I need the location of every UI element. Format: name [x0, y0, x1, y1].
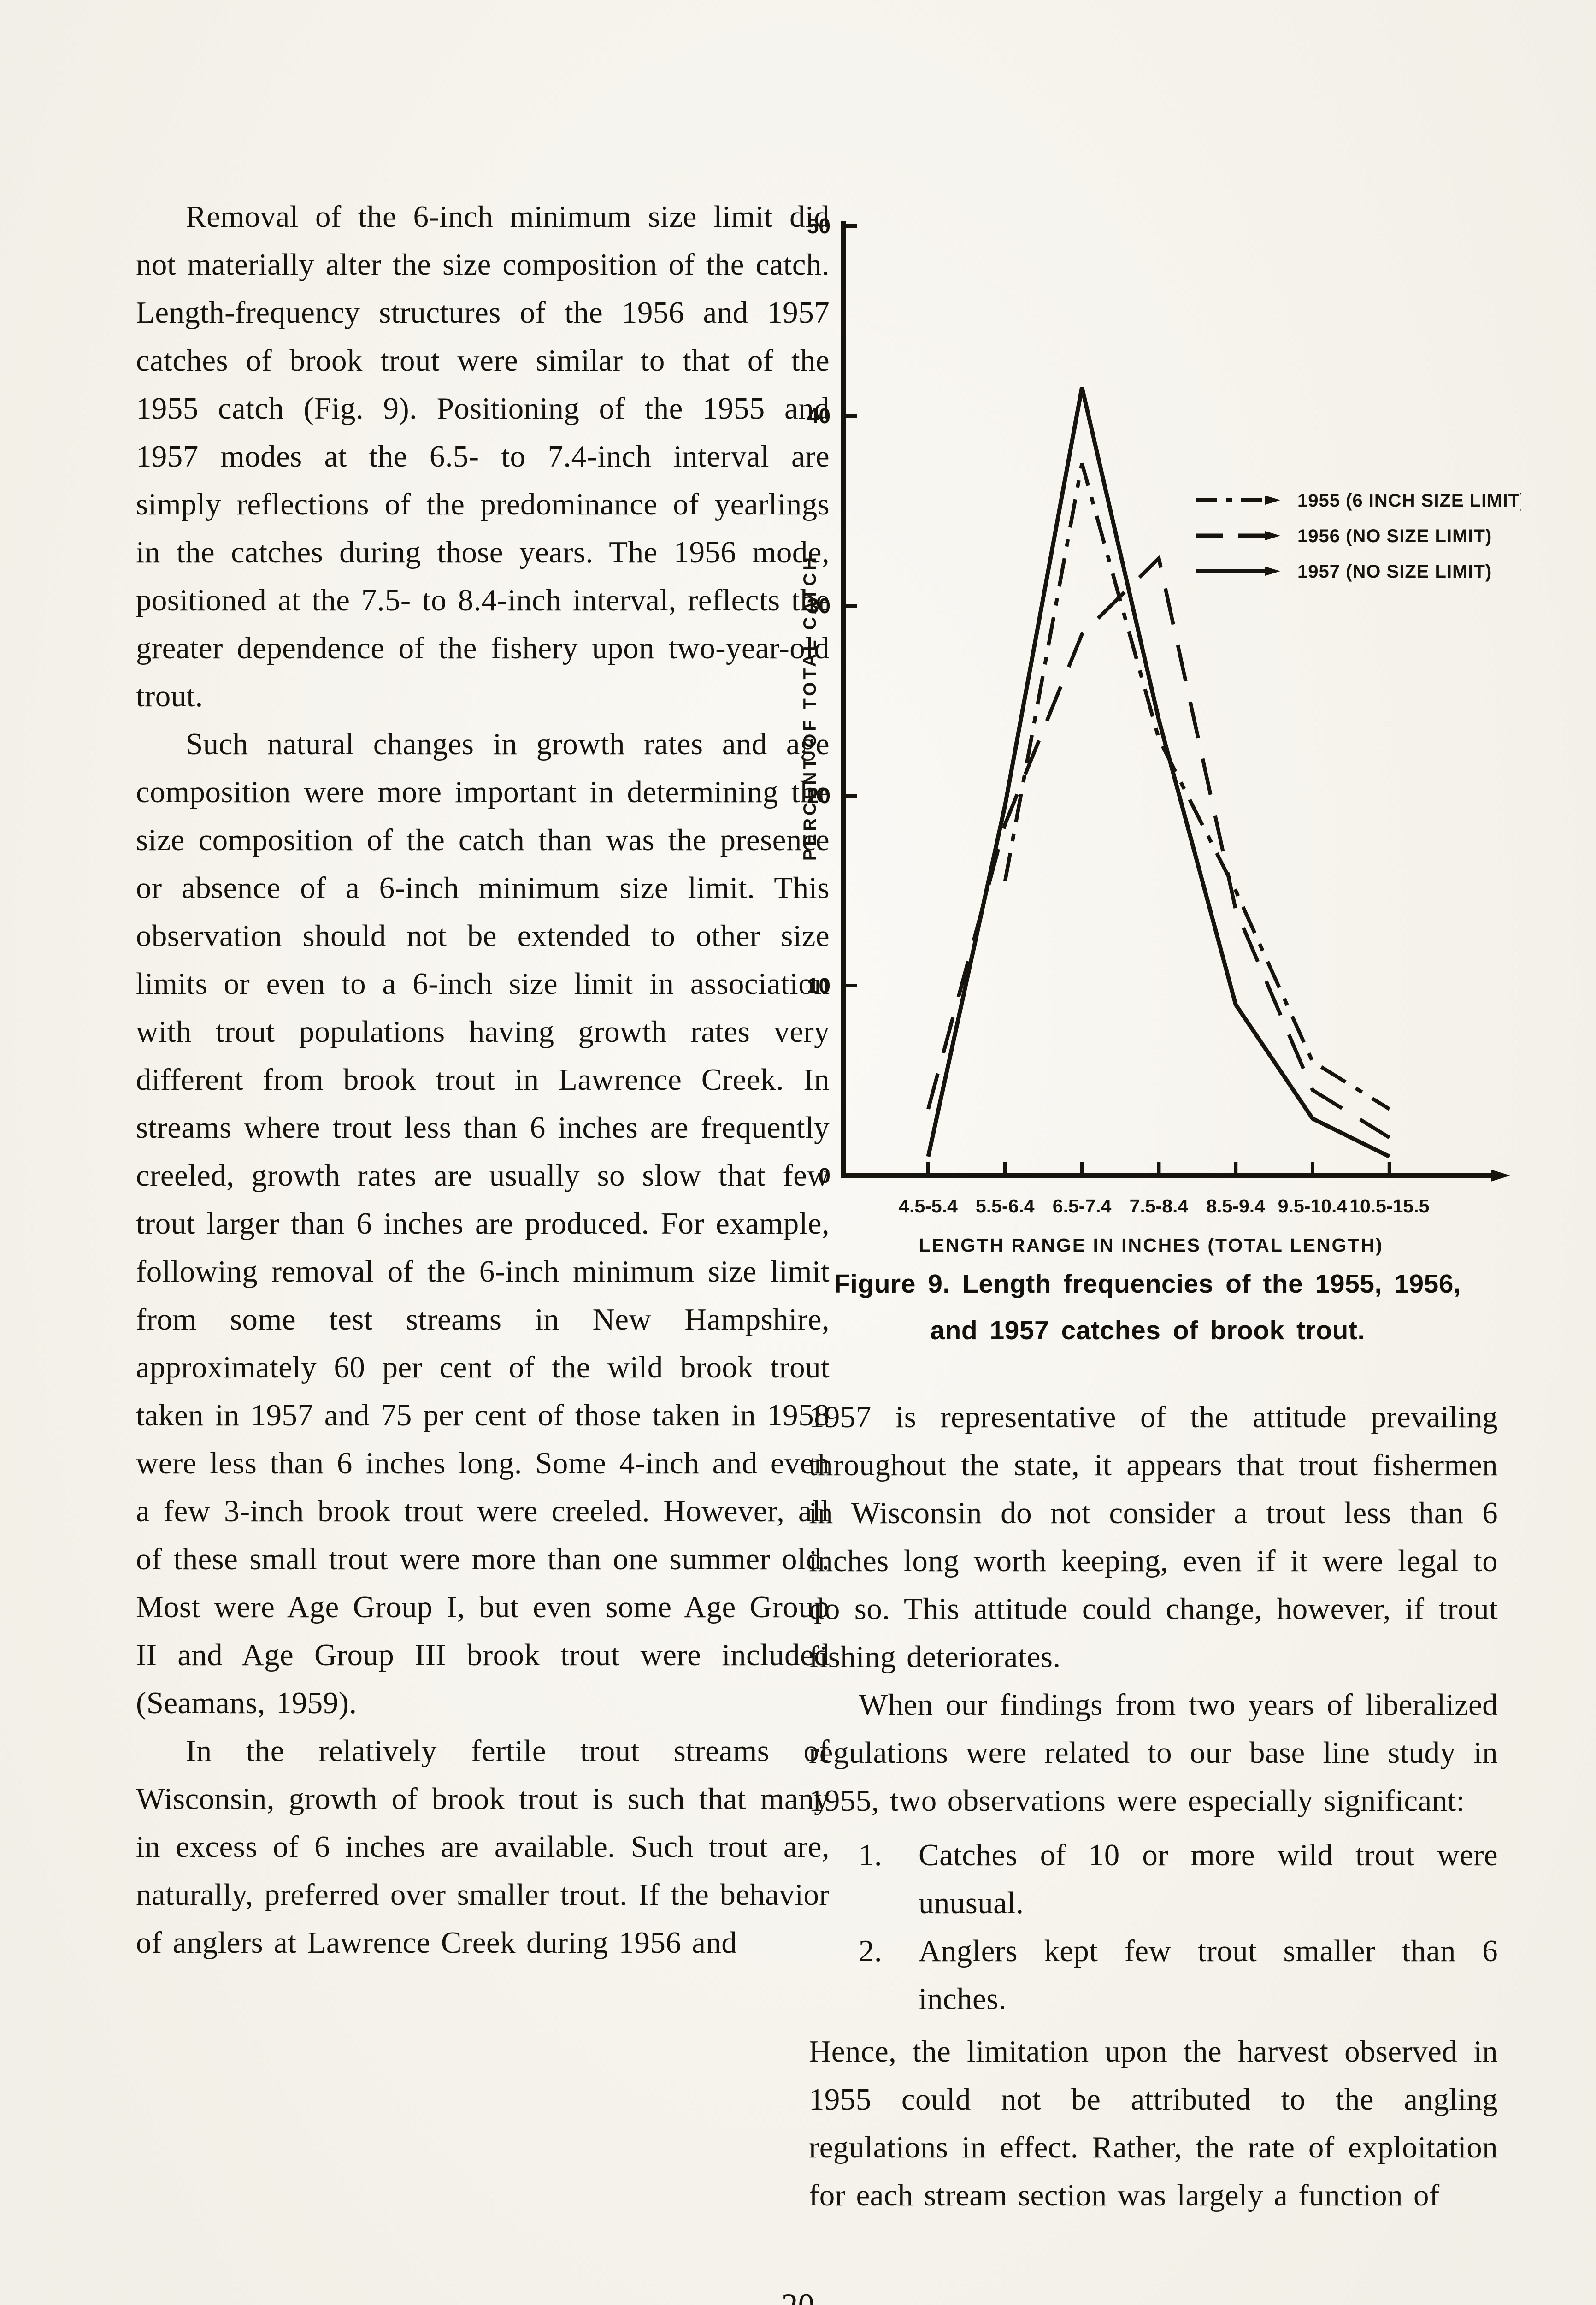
left-text-column: Removal of the 6-inch minimum size limit…	[136, 193, 830, 1967]
legend-swatch-arrow	[1265, 567, 1280, 576]
page-number: 20	[0, 2287, 1596, 2305]
x-tick-label: 10.5-15.5	[1349, 1195, 1429, 1217]
series-line-1957	[926, 387, 1390, 1158]
figure-caption-line1: Figure 9. Length frequencies of the 1955…	[834, 1269, 1461, 1299]
paragraph: In the relatively fertile trout streams …	[136, 1734, 830, 1960]
observations-list: 1. Catches of 10 or more wild trout were…	[809, 1831, 1498, 2023]
figure9-chart-svg: 0 10 20 30 40 50 4.5-5.4 5.5-6.4 6.5-7.4 7.5-8.4 8…	[800, 214, 1526, 1256]
y-tick-label: 30	[807, 594, 830, 618]
x-tick-label: 6.5-7.4	[1053, 1195, 1112, 1217]
paragraph: Removal of the 6-inch minimum size limit…	[136, 200, 830, 713]
list-item: 1. Catches of 10 or more wild trout were…	[859, 1831, 1498, 1927]
x-tick-label: 5.5-6.4	[976, 1195, 1035, 1217]
y-axis-ticks: 0 10 20 30 40 50	[807, 214, 857, 1188]
y-tick-label: 0	[819, 1164, 830, 1188]
x-tick-label: 4.5-5.4	[899, 1195, 958, 1217]
x-tick-label: 8.5-9.4	[1206, 1195, 1265, 1217]
list-item-text: Anglers kept few trout smaller than 6 in…	[919, 1934, 1498, 2016]
list-item-text: Catches of 10 or more wild trout were un…	[919, 1838, 1498, 1920]
list-item-number: 2.	[859, 1934, 883, 1968]
legend-swatch-arrow	[1265, 496, 1280, 505]
series-line-1956	[926, 555, 1390, 1140]
figure9-line-chart: 0 10 20 30 40 50 4.5-5.4 5.5-6.4 6.5-7.4 7.5-8.4 8…	[747, 194, 1526, 1268]
list-item-number: 1.	[859, 1838, 883, 1872]
series-line-1955	[1003, 462, 1390, 1111]
y-tick-label: 20	[807, 784, 830, 808]
y-axis-title: PERCENT OF TOTAL CATCH	[800, 555, 820, 861]
legend-label-1955: 1955 (6 INCH SIZE LIMIT)	[1297, 491, 1521, 511]
paragraph: When our findings from two years of libe…	[809, 1688, 1498, 1818]
figure-caption-line2: and 1957 catches of brook trout.	[930, 1316, 1365, 1345]
legend-label-1957: 1957 (NO SIZE LIMIT)	[1297, 561, 1492, 582]
list-item: 2. Anglers kept few trout smaller than 6…	[859, 1927, 1498, 2023]
legend-swatch-arrow	[1265, 531, 1280, 540]
x-tick-label: 9.5-10.4	[1278, 1195, 1348, 1217]
legend: 1955 (6 INCH SIZE LIMIT) 1956 (NO SIZE LI…	[1196, 491, 1526, 582]
y-tick-label: 40	[807, 404, 830, 428]
paragraph: 1957 is representative of the attitude p…	[809, 1400, 1498, 1674]
x-axis-title: LENGTH RANGE IN INCHES (TOTAL LENGTH)	[919, 1235, 1383, 1256]
paragraph: Such natural changes in growth rates and…	[136, 727, 830, 1720]
y-tick-label: 10	[807, 974, 830, 998]
figure-caption: Figure 9. Length frequencies of the 1955…	[804, 1261, 1491, 1354]
legend-label-1956: 1956 (NO SIZE LIMIT)	[1297, 526, 1492, 546]
right-text-column: 1957 is representative of the attitude p…	[809, 1393, 1498, 2219]
y-tick-label: 50	[807, 214, 830, 238]
x-axis-arrowhead	[1491, 1170, 1510, 1182]
x-axis-ticks: 4.5-5.4 5.5-6.4 6.5-7.4 7.5-8.4 8.5-9.4 9.5-1…	[899, 1162, 1429, 1217]
axes	[841, 221, 1510, 1182]
x-tick-label: 7.5-8.4	[1130, 1195, 1189, 1217]
paragraph: Hence, the limitation upon the harvest o…	[809, 2034, 1498, 2212]
